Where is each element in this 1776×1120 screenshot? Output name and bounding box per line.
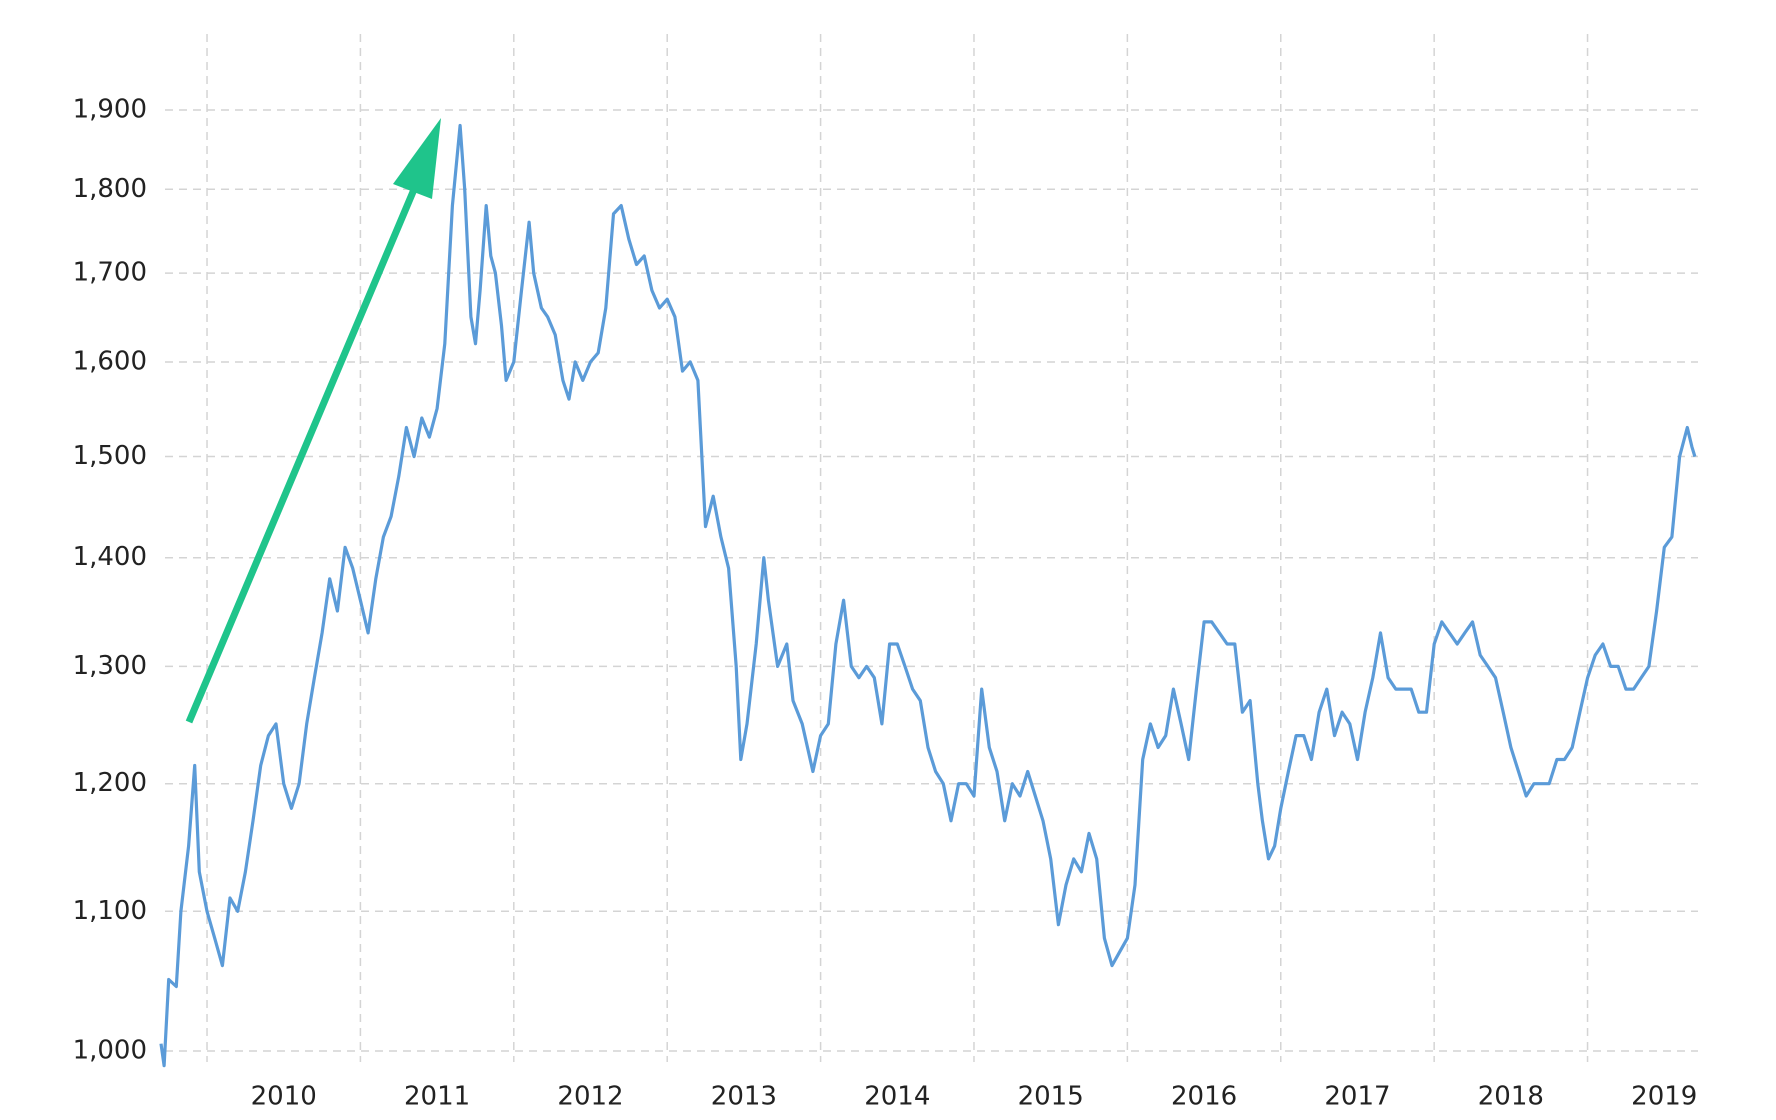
y-tick-label: 1,600 xyxy=(73,346,147,376)
plot xyxy=(159,123,1697,1068)
x-tick-label: 2015 xyxy=(1018,1082,1084,1112)
y-tick-label: 1,900 xyxy=(73,95,147,125)
y-tick-label: 1,300 xyxy=(73,651,147,681)
y-tick-label: 1,500 xyxy=(73,441,147,471)
arrow-shaft xyxy=(185,178,422,724)
x-tick-label: 2019 xyxy=(1631,1082,1697,1112)
x-tick-label: 2013 xyxy=(711,1082,777,1112)
grid: 1,000 1,100 1,200 1,300 1,400 1,500 1,600 1,700… xyxy=(73,34,1698,1112)
y-tick-label: 1,100 xyxy=(73,896,147,926)
x-tick-label: 2016 xyxy=(1171,1082,1237,1112)
annotation-arrow xyxy=(185,118,441,724)
y-tick-label: 1,800 xyxy=(73,174,147,204)
x-tick-label: 2014 xyxy=(864,1082,930,1112)
y-tick-label: 1,200 xyxy=(73,768,147,798)
x-tick-label: 2018 xyxy=(1478,1082,1544,1112)
y-tick-label: 1,400 xyxy=(73,542,147,572)
x-tick-label: 2012 xyxy=(557,1082,623,1112)
x-tick-label: 2017 xyxy=(1324,1082,1390,1112)
arrow-head xyxy=(393,118,441,199)
y-tick-label: 1,000 xyxy=(73,1036,147,1066)
x-tick-label: 2010 xyxy=(251,1082,317,1112)
price-line xyxy=(159,123,1697,1068)
x-tick-label: 2011 xyxy=(404,1082,470,1112)
y-tick-label: 1,700 xyxy=(73,258,147,288)
